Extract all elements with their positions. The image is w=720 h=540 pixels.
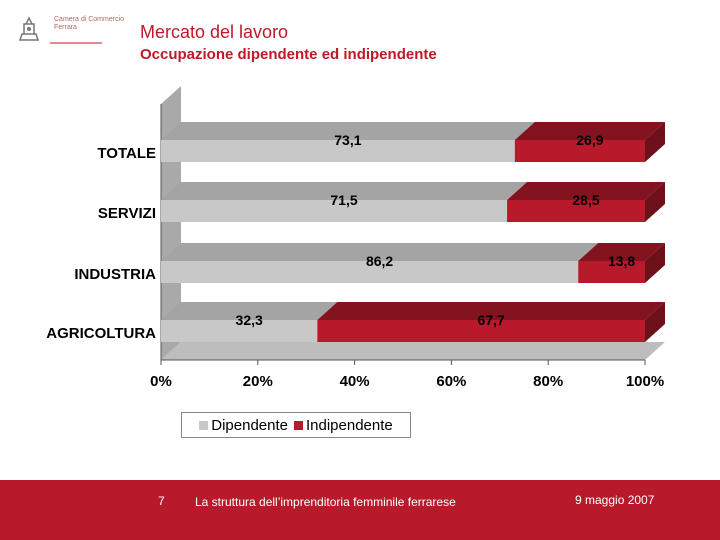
page-number: 7	[158, 494, 165, 508]
bar-top-dipendente-servizi	[161, 182, 528, 200]
bar-top-dipendente-agricoltura	[161, 302, 338, 320]
bar-indipendente-servizi	[507, 200, 645, 222]
footer-date: 9 maggio 2007	[575, 493, 655, 507]
legend-swatch-dipendente	[199, 420, 209, 430]
category-label-agricoltura: AGRICOLTURA	[46, 325, 156, 342]
footer-bar	[0, 480, 720, 540]
bar-side-totale	[645, 122, 665, 162]
chart-legend: Dipendente Indipendente	[181, 412, 411, 438]
bar-indipendente-agricoltura	[317, 320, 645, 342]
bar-top-indipendente-industria	[578, 243, 665, 261]
x-tick-label: 0%	[150, 373, 172, 390]
x-tick-label: 40%	[340, 373, 370, 390]
x-tick-label: 20%	[243, 373, 273, 390]
data-label-dipendente-totale: 73,1	[334, 132, 361, 148]
data-label-dipendente-industria: 86,2	[366, 253, 393, 269]
chamber-logo	[8, 10, 118, 50]
bar-indipendente-industria	[578, 261, 645, 283]
legend-item-dipendente: Dipendente	[199, 417, 288, 434]
legend-label-indipendente: Indipendente	[305, 416, 393, 434]
x-tick-label: 80%	[533, 373, 563, 390]
bar-side-servizi	[645, 182, 665, 222]
bar-dipendente-agricoltura	[161, 320, 318, 342]
logo-text: Camera di Commercio Ferrara	[54, 16, 125, 31]
page-subtitle: Occupazione dipendente ed indipendente	[140, 46, 437, 63]
legend-item-indipendente: Indipendente	[293, 416, 393, 434]
data-label-indipendente-totale: 26,9	[576, 132, 603, 148]
chart-floor	[161, 342, 665, 360]
bar-top-indipendente-servizi	[507, 182, 665, 200]
category-label-industria: INDUSTRIA	[74, 266, 156, 283]
bar-indipendente-totale	[514, 140, 645, 162]
x-tick-label: 60%	[436, 373, 466, 390]
stacked-bar-chart: 73,1 26,9 TOTALE 71,5 28,5 SERVIZI 86,2 13,8 IND…	[46, 86, 665, 390]
page-title: Mercato del lavoro	[140, 22, 289, 42]
bar-dipendente-servizi	[161, 200, 508, 222]
legend-label-dipendente: Dipendente	[211, 416, 288, 434]
data-label-dipendente-agricoltura: 32,3	[236, 312, 263, 328]
x-tick-label: 100%	[626, 373, 664, 390]
bar-top-dipendente-industria	[161, 243, 599, 261]
data-label-dipendente-servizi: 71,5	[330, 192, 357, 208]
footer-text: La struttura dell’imprenditoria femminil…	[195, 495, 456, 509]
bar-dipendente-totale	[161, 140, 515, 162]
bar-top-dipendente-totale	[161, 122, 535, 140]
data-label-indipendente-agricoltura: 67,7	[478, 312, 505, 328]
bar-side-agricoltura	[645, 302, 665, 342]
category-label-servizi: SERVIZI	[98, 205, 156, 222]
bar-top-indipendente-agricoltura	[317, 302, 665, 320]
data-label-indipendente-servizi: 28,5	[572, 192, 599, 208]
bar-dipendente-industria	[161, 261, 579, 283]
bar-top-indipendente-totale	[514, 122, 665, 140]
bar-side-industria	[645, 243, 665, 283]
category-label-totale: TOTALE	[97, 145, 156, 162]
chamber-emblem-icon	[18, 16, 40, 41]
data-label-indipendente-industria: 13,8	[608, 253, 635, 269]
legend-swatch-indipendente	[293, 420, 303, 430]
